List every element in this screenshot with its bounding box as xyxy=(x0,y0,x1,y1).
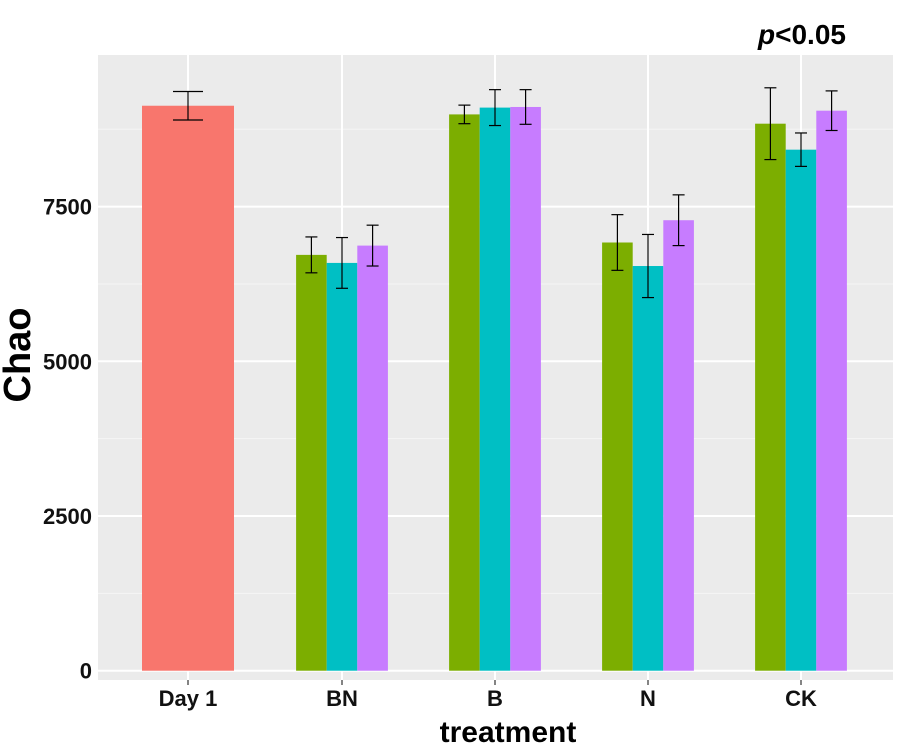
error-bar-n-3 xyxy=(672,194,685,247)
x-axis: Day 1 BN B N CK xyxy=(159,680,817,711)
bar-ck-2 xyxy=(785,149,817,671)
error-bar-ck-1 xyxy=(764,87,777,161)
p-value-rest: <0.05 xyxy=(775,19,846,50)
error-bar-b-3 xyxy=(519,89,532,125)
error-bar-n-2 xyxy=(642,233,654,299)
error-bar-day-1 xyxy=(173,90,203,121)
y-axis: 0 2500 5000 7500 xyxy=(43,195,92,684)
x-tick-label: N xyxy=(640,686,656,711)
bar-n-1 xyxy=(602,242,633,671)
error-bar-n-1 xyxy=(611,214,624,271)
data-marks xyxy=(142,87,847,671)
bar-bn-2 xyxy=(326,262,358,671)
y-tick-label: 5000 xyxy=(43,349,92,374)
y-axis-title: Chao xyxy=(0,308,39,403)
bar-b-3 xyxy=(510,106,541,671)
p-value-annotation: p<0.05 xyxy=(757,19,846,50)
error-bar-bn-3 xyxy=(366,224,379,267)
bar-ck-1 xyxy=(755,123,786,671)
bar-n-2 xyxy=(632,266,664,671)
error-bar-bn-1 xyxy=(305,236,318,274)
bar-day-1 xyxy=(142,105,234,671)
error-bar-ck-2 xyxy=(795,132,807,167)
x-tick-label: BN xyxy=(326,686,358,711)
y-tick-label: 7500 xyxy=(43,195,92,220)
bar-ck-3 xyxy=(816,110,847,671)
bar-bn-3 xyxy=(357,245,388,671)
bar-b-2 xyxy=(479,107,511,671)
x-tick-label: B xyxy=(487,686,503,711)
x-axis-title: treatment xyxy=(440,716,577,745)
x-tick-label: CK xyxy=(785,686,817,711)
error-bar-b-2 xyxy=(489,89,501,127)
error-bar-b-1 xyxy=(458,104,471,125)
bar-n-3 xyxy=(663,220,694,671)
bar-b-1 xyxy=(449,114,480,671)
y-tick-label: 2500 xyxy=(43,504,92,529)
x-tick-label: Day 1 xyxy=(159,686,218,711)
p-value-italic: p xyxy=(757,19,775,50)
y-tick-label: 0 xyxy=(80,659,92,684)
error-bar-bn-2 xyxy=(336,236,348,289)
bar-bn-1 xyxy=(296,254,327,671)
error-bar-ck-3 xyxy=(825,90,838,132)
